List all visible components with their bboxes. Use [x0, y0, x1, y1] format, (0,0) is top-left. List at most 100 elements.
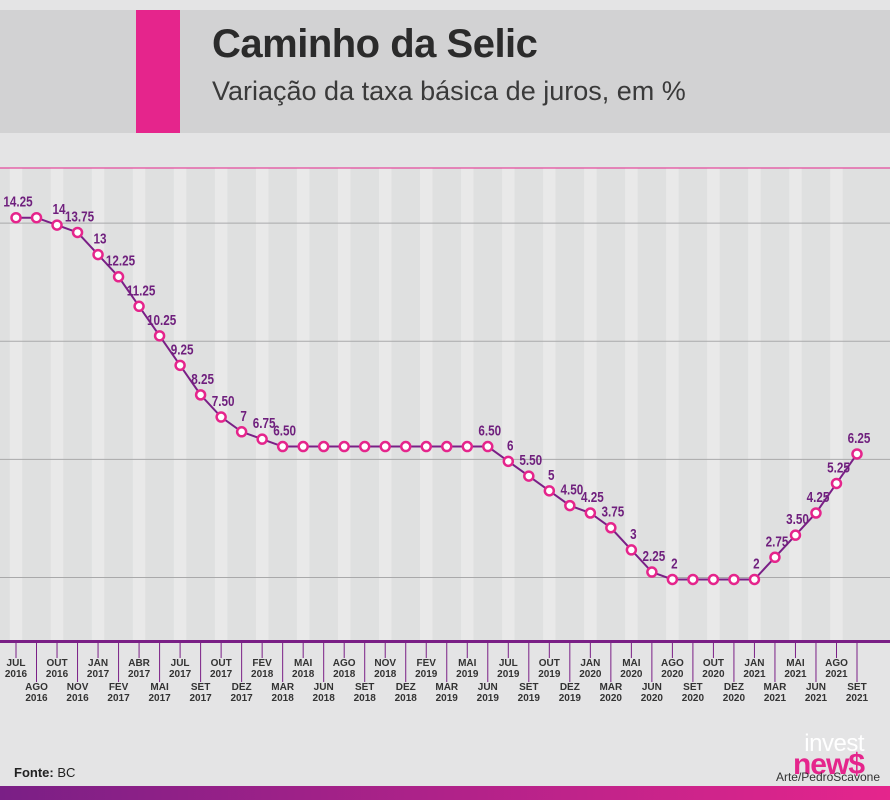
data-label: 14.25	[3, 193, 33, 210]
x-tick-label-year: 2018	[313, 693, 336, 704]
x-tick-label-month: NOV	[374, 658, 396, 669]
x-tick-label-year: 2019	[497, 669, 520, 680]
data-label: 6.50	[478, 422, 501, 439]
x-tick-label-year: 2017	[210, 669, 233, 680]
x-tick-label-month: MAR	[599, 682, 623, 693]
x-tick-label-year: 2017	[87, 669, 110, 680]
x-tick-label-year: 2021	[825, 669, 848, 680]
x-tick-label-month: OUT	[703, 658, 724, 669]
x-tick-label-year: 2017	[169, 669, 192, 680]
data-point	[297, 440, 309, 453]
header-accent-bar	[136, 10, 180, 133]
x-tick-label-month: AGO	[825, 658, 848, 669]
x-tick-label-year: 2021	[764, 693, 787, 704]
x-tick-label-year: 2016	[66, 693, 89, 704]
x-tick-label-year: 2020	[579, 669, 602, 680]
chart-x-axis	[0, 640, 890, 682]
plot-stripe	[50, 168, 64, 640]
data-label: 2	[753, 555, 760, 572]
data-point	[851, 448, 863, 460]
x-tick-label-year: 2018	[333, 669, 356, 680]
data-point	[748, 573, 761, 586]
x-tick-label-year: 2018	[272, 693, 295, 704]
data-point	[707, 573, 720, 586]
x-tick-label-year: 2020	[641, 693, 664, 704]
x-tick-label-month: AGO	[333, 658, 356, 669]
chart-data-labels: 14.25 14 13.75 13 12.25 11.25 10.25 9.25 8.25 7.5…	[3, 193, 870, 571]
x-axis-line	[0, 640, 890, 643]
x-tick-label-month: DEZ	[560, 682, 580, 693]
data-point	[276, 440, 289, 453]
x-tick-label-month: ABR	[128, 658, 150, 669]
data-point	[153, 330, 166, 342]
x-tick-label-month: MAI	[786, 658, 805, 669]
data-point	[584, 507, 597, 519]
data-point	[769, 551, 781, 564]
x-tick-label-year: 2020	[723, 693, 746, 704]
data-point	[666, 573, 679, 586]
x-tick-label-year: 2019	[518, 693, 541, 704]
x-tick-label-year: 2017	[189, 693, 212, 704]
data-label: 8.25	[191, 370, 214, 387]
x-tick-label-month: OUT	[539, 658, 560, 669]
plot-stripe	[91, 168, 105, 640]
data-label: 12.25	[106, 252, 136, 269]
data-point	[502, 455, 515, 468]
x-tick-label-month: SET	[519, 682, 538, 693]
data-point	[399, 440, 412, 453]
plot-stripe	[173, 168, 187, 640]
data-point	[92, 248, 104, 261]
x-tick-label-month: MAR	[435, 682, 459, 693]
x-tick-label-year: 2018	[251, 669, 274, 680]
data-label: 10.25	[147, 311, 177, 328]
x-tick-label-month: SET	[847, 682, 866, 693]
x-tick-label-year: 2019	[415, 669, 438, 680]
data-label: 7.50	[212, 393, 235, 410]
x-tick-label-month: JUL	[499, 658, 518, 669]
plot-stripe	[461, 168, 474, 640]
data-label: 2	[671, 555, 678, 572]
x-tick-label-year: 2021	[846, 693, 869, 704]
plot-stripe	[419, 168, 433, 640]
chart-x-tick-labels: JUL2016AGO2016OUT2016NOV2016JAN2017FEV20…	[5, 658, 869, 704]
data-point	[133, 300, 145, 313]
chart-points	[10, 211, 863, 586]
plot-stripe	[214, 168, 228, 640]
x-tick-label-month: JUN	[806, 682, 826, 693]
selic-line-chart: JUL2016AGO2016OUT2016NOV2016JAN2017FEV20…	[0, 167, 890, 704]
chart-title: Caminho da Selic	[212, 22, 538, 66]
x-tick-label-month: JAN	[744, 658, 764, 669]
data-point	[235, 426, 248, 438]
data-point	[174, 359, 186, 372]
x-tick-label-year: 2017	[148, 693, 171, 704]
plot-stripe	[666, 168, 679, 640]
x-tick-label-year: 2016	[5, 669, 28, 680]
x-tick-label-month: MAI	[458, 658, 477, 669]
x-tick-label-year: 2018	[395, 693, 418, 704]
chart-gridlines	[0, 167, 890, 578]
data-label: 5.25	[827, 459, 850, 476]
data-label: 3.75	[601, 503, 624, 520]
data-point	[379, 440, 391, 453]
data-label: 6.50	[273, 422, 296, 439]
plot-stripe	[707, 168, 720, 640]
data-point	[194, 389, 207, 401]
data-label: 13.75	[65, 208, 95, 225]
bottom-gradient-bar	[0, 786, 890, 800]
data-point	[256, 433, 268, 445]
x-tick-label-month: JUL	[171, 658, 190, 669]
x-tick-label-month: SET	[683, 682, 702, 693]
logo-news-text: new$	[793, 750, 865, 780]
data-label: 2.75	[766, 533, 789, 550]
x-tick-label-year: 2021	[743, 669, 766, 680]
plot-stripe	[132, 168, 146, 640]
x-tick-label-month: JAN	[88, 658, 108, 669]
x-tick-label-month: JUL	[7, 658, 26, 669]
plot-stripe	[625, 168, 638, 640]
data-point	[112, 271, 125, 283]
plot-stripe	[748, 168, 761, 640]
x-tick-label-year: 2019	[456, 669, 479, 680]
x-tick-label-year: 2019	[559, 693, 582, 704]
source-note: Fonte: BC	[14, 765, 75, 780]
data-point	[830, 477, 843, 490]
